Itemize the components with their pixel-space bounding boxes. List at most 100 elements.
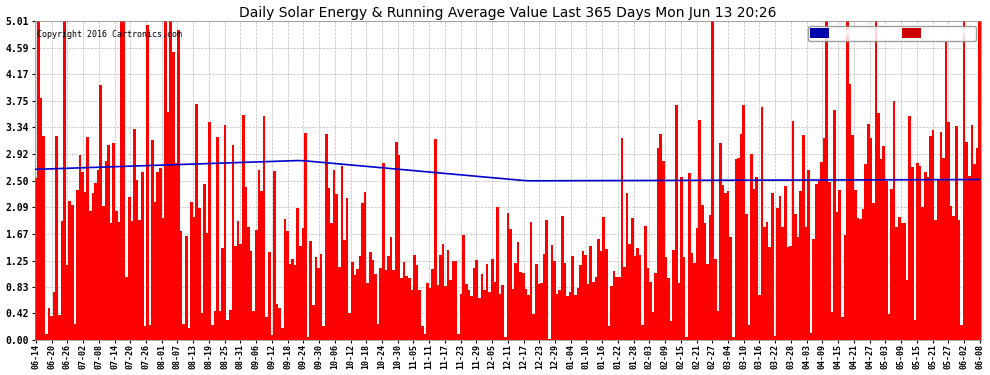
Bar [882, 146, 885, 340]
Bar [501, 285, 504, 340]
Bar [947, 122, 949, 340]
Bar [538, 284, 541, 340]
Bar [440, 255, 442, 340]
Bar [136, 180, 139, 340]
Bar [442, 244, 445, 340]
Bar [747, 325, 750, 340]
Bar [78, 154, 81, 340]
Bar [696, 228, 698, 340]
Bar [834, 110, 836, 340]
Bar [235, 246, 237, 340]
Bar [794, 214, 797, 340]
Bar [286, 231, 289, 340]
Bar [449, 280, 452, 340]
Bar [872, 203, 875, 340]
Bar [214, 311, 216, 340]
Bar [211, 325, 214, 340]
Bar [651, 312, 654, 340]
Bar [535, 264, 538, 340]
Bar [65, 266, 68, 340]
Bar [949, 206, 952, 340]
Bar [717, 311, 719, 340]
Bar [470, 296, 473, 340]
Bar [232, 145, 235, 340]
Title: Daily Solar Energy & Running Average Value Last 365 Days Mon Jun 13 20:26: Daily Solar Energy & Running Average Val… [239, 6, 776, 20]
Bar [605, 249, 608, 340]
Bar [38, 21, 40, 340]
Bar [867, 124, 869, 340]
Bar [304, 134, 307, 340]
Bar [58, 315, 60, 340]
Bar [89, 211, 92, 340]
Bar [766, 222, 768, 340]
Bar [916, 164, 919, 340]
Bar [126, 277, 128, 340]
Bar [242, 115, 245, 340]
Bar [139, 220, 141, 340]
Bar [369, 252, 371, 340]
Bar [486, 264, 488, 340]
Bar [260, 191, 262, 340]
Bar [924, 172, 927, 340]
Bar [94, 183, 97, 340]
Bar [385, 270, 387, 340]
Bar [823, 138, 826, 340]
Bar [120, 21, 123, 340]
Bar [595, 278, 597, 340]
Bar [294, 265, 296, 340]
Bar [400, 278, 403, 340]
Bar [457, 334, 459, 340]
Bar [248, 227, 249, 340]
Bar [348, 313, 350, 340]
Bar [813, 239, 815, 340]
Bar [195, 104, 198, 340]
Bar [153, 202, 156, 340]
Bar [533, 314, 535, 340]
Bar [499, 294, 501, 340]
Bar [496, 207, 499, 340]
Bar [584, 255, 587, 340]
Bar [558, 290, 561, 340]
Bar [755, 177, 758, 340]
Bar [353, 275, 356, 340]
Bar [843, 234, 846, 340]
Bar [299, 246, 302, 340]
Bar [680, 177, 683, 340]
Bar [128, 197, 131, 340]
Bar [522, 273, 525, 340]
Bar [963, 21, 965, 340]
Bar [97, 170, 99, 340]
Bar [701, 205, 704, 340]
Bar [148, 325, 151, 340]
Bar [325, 134, 328, 340]
Bar [895, 226, 898, 340]
Bar [631, 218, 634, 340]
Bar [944, 42, 947, 340]
Bar [219, 311, 222, 340]
Bar [807, 170, 810, 340]
Bar [377, 324, 379, 340]
Bar [885, 181, 888, 340]
Bar [608, 326, 610, 340]
Bar [144, 326, 147, 340]
Bar [579, 265, 582, 340]
Bar [657, 148, 659, 340]
Bar [102, 206, 105, 340]
Bar [555, 294, 558, 340]
Bar [346, 198, 348, 340]
Bar [750, 154, 752, 340]
Bar [740, 134, 742, 340]
Bar [683, 257, 685, 340]
Bar [528, 295, 530, 340]
Bar [185, 236, 187, 340]
Bar [289, 264, 291, 340]
Bar [323, 326, 325, 340]
Bar [445, 286, 446, 340]
Bar [421, 326, 424, 340]
Bar [955, 126, 957, 340]
Bar [763, 227, 766, 340]
Bar [714, 259, 717, 340]
Bar [571, 256, 574, 340]
Bar [888, 314, 890, 340]
Bar [541, 283, 543, 340]
